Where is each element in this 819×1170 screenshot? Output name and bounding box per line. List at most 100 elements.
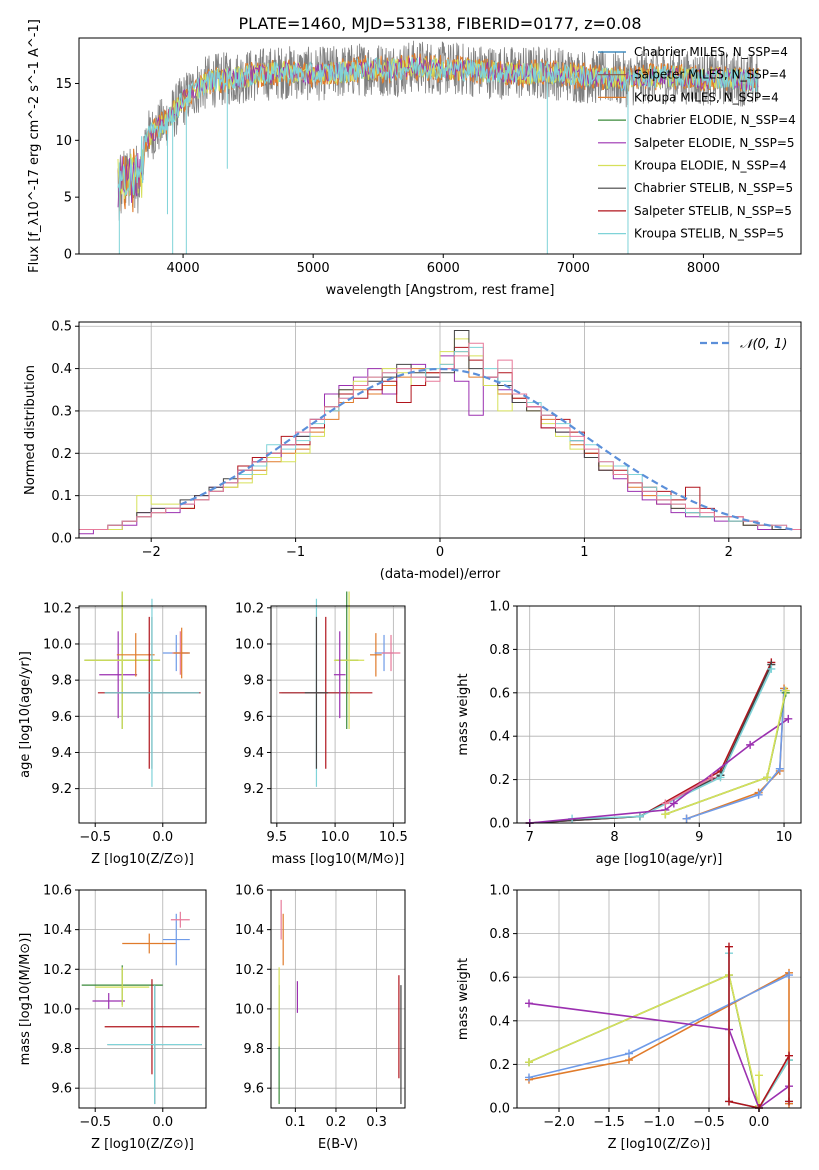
weight-vs-z-xtick-label: −2.0 (543, 1115, 575, 1130)
spectrum-legend-item: Salpeter MILES, N_SSP=4 (634, 68, 787, 82)
age-vs-z-ytick-label: 10.2 (43, 601, 72, 616)
weight-vs-z-marker (625, 1049, 633, 1058)
weight-vs-age-xtick-label: 8 (610, 830, 618, 845)
weight-vs-z-marker (785, 1097, 793, 1106)
weight-vs-age-xlabel: age [log10(age/yr)] (596, 852, 723, 867)
mass-vs-z-ylabel: mass [log10(M/M⊙)] (18, 933, 33, 1066)
residuals-xtick-label: 2 (725, 545, 733, 560)
weight-vs-age-series-line (529, 664, 773, 824)
spectrum-ytick-label: 5 (64, 191, 72, 206)
residuals-xtick-label: −2 (142, 545, 161, 560)
weight-vs-age-marker (781, 686, 790, 695)
residuals-ytick-label: 0.0 (51, 532, 72, 547)
weight-vs-age-marker (763, 773, 772, 782)
residuals-xlabel: (data-model)/error (380, 567, 501, 582)
weight-vs-age-marker (669, 799, 678, 808)
weight-vs-z-series-line (528, 973, 760, 1106)
residuals-ytick-label: 0.2 (51, 447, 72, 462)
age-vs-z-ytick-label: 9.4 (51, 746, 72, 761)
weight-vs-age-series-line (665, 776, 713, 805)
weight-vs-age-ytick-label: 0.0 (489, 817, 510, 832)
residuals-ytick-label: 0.1 (51, 489, 72, 504)
spectrum-ytick-label: 10 (55, 134, 72, 149)
weight-vs-age-series-line (686, 690, 785, 820)
mass-vs-ebv-ytick-label: 9.6 (243, 1082, 264, 1097)
gaussian-curve (179, 367, 794, 531)
mass-vs-ebv-ytick-label: 10.6 (235, 884, 264, 899)
spectrum-legend-item: Chabrier STELIB, N_SSP=5 (634, 181, 793, 195)
residuals-xtick-label: −1 (286, 545, 305, 560)
weight-vs-z-series-line (528, 1002, 790, 1110)
mass-vs-ebv-xtick-label: 0.1 (285, 1115, 306, 1130)
age-vs-mass-ytick-label: 10.0 (235, 637, 264, 652)
weight-vs-z-xtick-label: −0.5 (693, 1115, 725, 1130)
weight-vs-age-marker (775, 764, 784, 773)
age-vs-mass-frame (270, 605, 406, 824)
weight-vs-z-marker (525, 1073, 533, 1082)
age-vs-z-xlabel: Z [log10(Z/Z⊙)] (91, 852, 194, 867)
mass-vs-z-ytick-label: 9.6 (51, 1082, 72, 1097)
age-vs-mass-ytick-label: 9.2 (243, 782, 264, 797)
age-vs-mass-ytick-label: 9.4 (243, 746, 264, 761)
weight-vs-age-ytick-label: 0.8 (489, 643, 510, 658)
mass-vs-ebv-xtick-label: 0.3 (366, 1115, 387, 1130)
age-vs-mass-ytick-label: 10.2 (235, 601, 264, 616)
residual-histogram (79, 342, 801, 530)
mass-vs-z-xlabel: Z [log10(Z/Z⊙)] (91, 1137, 194, 1152)
weight-vs-age-marker (746, 740, 755, 749)
weight-vs-z-series-line (528, 971, 790, 1104)
weight-vs-z-marker (725, 942, 733, 951)
residuals-ytick-label: 0.5 (51, 320, 72, 335)
weight-vs-age-marker (716, 773, 725, 782)
age-vs-z-xtick-label: −0.5 (79, 830, 111, 845)
spectrum-legend-item: Kroupa STELIB, N_SSP=5 (634, 227, 784, 241)
residuals-xtick-label: 1 (580, 545, 588, 560)
weight-vs-age-series-line (572, 668, 773, 820)
mass-vs-ebv-ytick-label: 10.0 (235, 1002, 264, 1017)
age-vs-mass-xtick-label: 10.5 (379, 830, 408, 845)
weight-vs-z-ytick-label: 0.4 (489, 1014, 510, 1029)
weight-vs-age-xtick-label: 7 (526, 830, 534, 845)
mass-vs-z-ytick-label: 9.8 (51, 1042, 72, 1057)
weight-vs-z-marker (755, 1071, 763, 1080)
spectrum-legend-item: Chabrier ELODIE, N_SSP=4 (634, 113, 796, 127)
gaussian-legend-label: 𝒩(0, 1) (740, 337, 787, 352)
spectrum-model-line (117, 56, 759, 208)
age-vs-z-ytick-label: 10.0 (43, 637, 72, 652)
spectrum-legend-item: Chabrier MILES, N_SSP=4 (634, 45, 788, 59)
mass-vs-z-xtick-label: −0.5 (79, 1115, 111, 1130)
weight-vs-age-ytick-label: 0.2 (489, 773, 510, 788)
weight-vs-z-xtick-label: −1.5 (593, 1115, 625, 1130)
mass-vs-z-ytick-label: 10.2 (43, 963, 72, 978)
mass-vs-z-frame (78, 889, 207, 1109)
spectrum-xtick-label: 4000 (167, 261, 200, 276)
age-vs-mass-xlabel: mass [log10(M/M⊙)] (272, 852, 405, 867)
age-vs-mass-ytick-label: 9.6 (243, 710, 264, 725)
spectrum-legend-item: Kroupa MILES, N_SSP=4 (634, 90, 779, 104)
mass-vs-z-ytick-label: 10.4 (43, 923, 72, 938)
residuals-ytick-label: 0.4 (51, 362, 72, 377)
mass-vs-ebv-ytick-label: 10.2 (235, 963, 264, 978)
weight-vs-age-marker (754, 790, 763, 799)
age-vs-mass-xtick-label: 10.0 (321, 830, 350, 845)
weight-vs-age-series-line (686, 688, 785, 820)
weight-vs-z-ylabel: mass weight (456, 958, 471, 1040)
age-vs-z-ytick-label: 9.2 (51, 782, 72, 797)
weight-vs-z-marker (725, 1097, 733, 1106)
weight-vs-age-xtick-label: 10 (776, 830, 793, 845)
mass-vs-ebv-frame (270, 889, 406, 1109)
figure-title: PLATE=1460, MJD=53138, FIBERID=0177, z=0… (238, 14, 641, 33)
spectrum-ylabel: Flux [f_λ10^-17 erg cm^-2 s^-1 A^-1] (27, 19, 42, 273)
weight-vs-z-xtick-label: 0.0 (749, 1115, 770, 1130)
weight-vs-age-marker (661, 799, 670, 808)
mass-vs-z-ytick-label: 10.6 (43, 884, 72, 899)
weight-vs-z-ytick-label: 0.8 (489, 927, 510, 942)
weight-vs-age-marker (682, 814, 691, 823)
age-vs-mass-xtick-label: 9.5 (266, 830, 287, 845)
age-vs-z-frame (78, 605, 207, 824)
age-vs-z-ytick-label: 9.8 (51, 674, 72, 689)
age-vs-z-xtick-label: 0.0 (152, 830, 173, 845)
spectrum-ytick-label: 0 (64, 248, 72, 263)
